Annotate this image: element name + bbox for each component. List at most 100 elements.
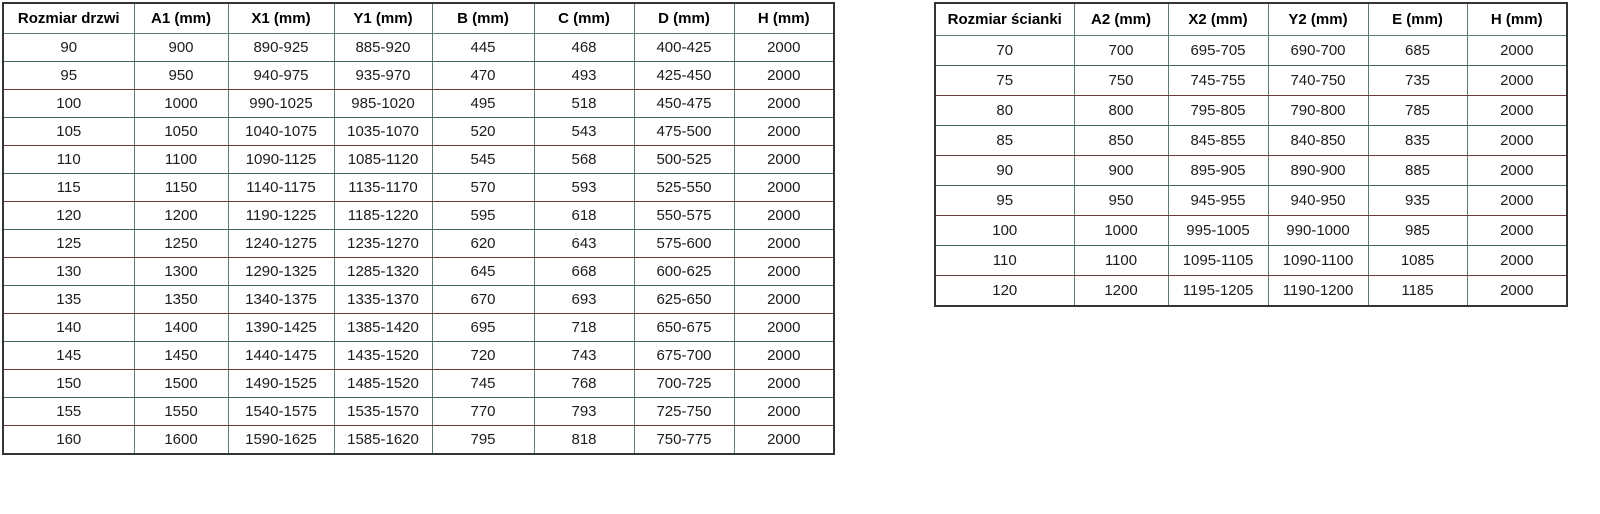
table-row: 130 1300 1290-1325 1285-1320 645 668 600-625 20… (2, 257, 835, 286)
table-cell: 150 (2, 369, 135, 398)
table-cell: 1000 (1073, 215, 1169, 246)
table-cell: 518 (533, 89, 635, 118)
table-cell: 743 (533, 341, 635, 370)
table-cell: 2000 (733, 397, 835, 426)
table-row: 80 800 795-805 790-800 785 2000 (934, 95, 1568, 126)
table-cell: 735 (1367, 65, 1468, 96)
table-cell: 995-1005 (1167, 215, 1269, 246)
table-cell: 850 (1073, 125, 1169, 156)
table-cell: 593 (533, 173, 635, 202)
table-cell: 475-500 (633, 117, 735, 146)
table-cell: 2000 (733, 285, 835, 314)
column-header: H (mm) (1466, 2, 1568, 36)
table-cell: 1095-1105 (1167, 245, 1269, 276)
table-cell: 940-975 (227, 61, 335, 90)
table-cell: 2000 (733, 33, 835, 62)
table-cell: 2000 (1466, 35, 1568, 66)
column-header: X2 (mm) (1167, 2, 1269, 36)
table-row: 135 1350 1340-1375 1335-1370 670 693 625-650 20… (2, 285, 835, 314)
table-row: 95 950 945-955 940-950 935 2000 (934, 185, 1568, 216)
table-row: 85 850 845-855 840-850 835 2000 (934, 125, 1568, 156)
table-cell: 2000 (1466, 95, 1568, 126)
table-cell: 400-425 (633, 33, 735, 62)
table-cell: 2000 (733, 341, 835, 370)
table-cell: 2000 (733, 117, 835, 146)
table-cell: 1585-1620 (333, 425, 433, 455)
table-cell: 1200 (133, 201, 229, 230)
table-cell: 720 (431, 341, 535, 370)
table-cell: 2000 (733, 61, 835, 90)
table-row: 140 1400 1390-1425 1385-1420 695 718 650-675 20… (2, 313, 835, 342)
table-cell: 1100 (1073, 245, 1169, 276)
table-cell: 668 (533, 257, 635, 286)
table-cell: 900 (133, 33, 229, 62)
table-row: 120 1200 1195-1205 1190-1200 1185 2000 (934, 275, 1568, 307)
table-cell: 570 (431, 173, 535, 202)
table-cell: 1485-1520 (333, 369, 433, 398)
table-cell: 155 (2, 397, 135, 426)
door-size-table: Rozmiar drzwi A1 (mm) X1 (mm) Y1 (mm) B (mm)… (2, 2, 835, 455)
table-row: 110 1100 1095-1105 1090-1100 1085 2000 (934, 245, 1568, 276)
table-cell: 768 (533, 369, 635, 398)
table-cell: 2000 (1466, 65, 1568, 96)
table-cell: 950 (1073, 185, 1169, 216)
table-cell: 125 (2, 229, 135, 258)
table-cell: 2000 (733, 313, 835, 342)
table-cell: 1090-1100 (1267, 245, 1369, 276)
table-cell: 985 (1367, 215, 1468, 246)
table-cell: 685 (1367, 35, 1468, 66)
table-cell: 1140-1175 (227, 173, 335, 202)
table-cell: 770 (431, 397, 535, 426)
table-cell: 1450 (133, 341, 229, 370)
table-cell: 575-600 (633, 229, 735, 258)
table-cell: 2000 (733, 89, 835, 118)
table-cell: 845-855 (1167, 125, 1269, 156)
table-cell: 693 (533, 285, 635, 314)
column-header: Rozmiar ścianki (934, 2, 1075, 36)
table-row: 90 900 895-905 890-900 885 2000 (934, 155, 1568, 186)
table-cell: 890-900 (1267, 155, 1369, 186)
table-cell: 818 (533, 425, 635, 455)
table-cell: 950 (133, 61, 229, 90)
table-cell: 1385-1420 (333, 313, 433, 342)
table-cell: 2000 (733, 257, 835, 286)
table-cell: 945-955 (1167, 185, 1269, 216)
table-cell: 795-805 (1167, 95, 1269, 126)
table-cell: 835 (1367, 125, 1468, 156)
table-cell: 2000 (1466, 215, 1568, 246)
table-cell: 750-775 (633, 425, 735, 455)
table-cell: 795 (431, 425, 535, 455)
table-cell: 90 (2, 33, 135, 62)
table-cell: 690-700 (1267, 35, 1369, 66)
column-header: C (mm) (533, 2, 635, 34)
table-cell: 800 (1073, 95, 1169, 126)
table-cell: 2000 (1466, 245, 1568, 276)
column-header: H (mm) (733, 2, 835, 34)
table-cell: 745 (431, 369, 535, 398)
table-cell: 2000 (733, 369, 835, 398)
table-cell: 695 (431, 313, 535, 342)
table-row: 125 1250 1240-1275 1235-1270 620 643 575-600 20… (2, 229, 835, 258)
table-cell: 2000 (1466, 125, 1568, 156)
table-cell: 525-550 (633, 173, 735, 202)
column-header: A1 (mm) (133, 2, 229, 34)
table-cell: 643 (533, 229, 635, 258)
table-cell: 900 (1073, 155, 1169, 186)
column-header: Y2 (mm) (1267, 2, 1369, 36)
table-cell: 1500 (133, 369, 229, 398)
table-cell: 1550 (133, 397, 229, 426)
table-cell: 545 (431, 145, 535, 174)
table-cell: 543 (533, 117, 635, 146)
table-cell: 1200 (1073, 275, 1169, 307)
table-cell: 140 (2, 313, 135, 342)
table-cell: 1000 (133, 89, 229, 118)
table-cell: 80 (934, 95, 1075, 126)
table-cell: 2000 (733, 201, 835, 230)
table-cell: 1600 (133, 425, 229, 455)
table-row: 120 1200 1190-1225 1185-1220 595 618 550-575 20… (2, 201, 835, 230)
table-row: 150 1500 1490-1525 1485-1520 745 768 700-725 20… (2, 369, 835, 398)
table-cell: 670 (431, 285, 535, 314)
table-cell: 1350 (133, 285, 229, 314)
table-cell: 1285-1320 (333, 257, 433, 286)
